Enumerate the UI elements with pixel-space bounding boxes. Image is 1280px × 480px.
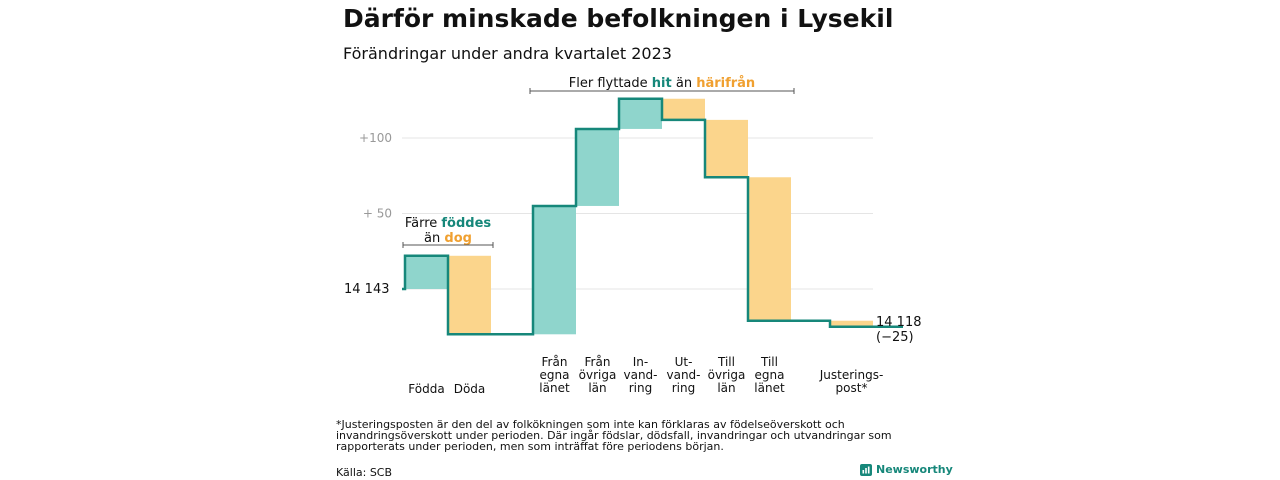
bar-0 (405, 255, 448, 289)
annotation-fodda-doda: än dog (424, 231, 472, 246)
end-value-label: 14 118 (876, 315, 922, 330)
footnote: *Justeringsposten är den del av folkökni… (336, 418, 892, 453)
step-line (402, 97, 903, 336)
x-tick-label: vand- (666, 368, 700, 382)
x-tick-label: Till (760, 355, 778, 369)
bar-2 (533, 205, 576, 335)
brand-name: Newsworthy (876, 463, 953, 476)
bar-8 (830, 320, 873, 327)
bar-5 (662, 98, 705, 120)
x-tick-label: Justerings- (819, 368, 884, 382)
y-tick-label: +100 (359, 131, 392, 145)
x-tick-label: Från (585, 355, 611, 369)
x-tick-label: Från (542, 355, 568, 369)
chart-title: Därför minskade befolkningen i Lysekil (343, 4, 894, 33)
bar-1 (448, 255, 491, 335)
x-tick-label: ring (672, 381, 696, 395)
x-tick-label: län (717, 381, 735, 395)
bar-6 (705, 119, 748, 178)
x-tick-label: vand- (623, 368, 657, 382)
x-tick-label: egna (540, 368, 570, 382)
bar-3 (576, 128, 619, 206)
brand-logo: Newsworthy (860, 463, 953, 476)
x-tick-label: övriga (579, 368, 617, 382)
x-tick-label: länet (539, 381, 570, 395)
source-label: Källa: SCB (336, 466, 393, 479)
x-tick-label: post* (836, 381, 868, 395)
annotation-flyttade: Fler flyttade hit än härifrån (569, 76, 755, 91)
x-tick-label: Till (717, 355, 735, 369)
y-tick-label: + 50 (363, 207, 392, 221)
start-value-label: 14 143 (344, 282, 390, 297)
x-tick-label: Döda (454, 382, 486, 396)
bar-4 (619, 98, 662, 129)
bar-7 (748, 177, 791, 321)
newsworthy-icon (860, 463, 872, 476)
chart-subtitle: Förändringar under andra kvartalet 2023 (343, 44, 672, 63)
x-tick-label: länet (754, 381, 785, 395)
x-tick-label: Ut- (675, 355, 693, 369)
x-tick-label: egna (755, 368, 785, 382)
x-tick-label: In- (633, 355, 648, 369)
annotation-fodda-doda: Färre föddes (405, 216, 492, 231)
x-tick-label: län (588, 381, 606, 395)
x-tick-label: ring (629, 381, 653, 395)
x-tick-label: Födda (408, 382, 444, 396)
end-change-label: (−25) (876, 330, 914, 345)
x-tick-label: övriga (708, 368, 746, 382)
